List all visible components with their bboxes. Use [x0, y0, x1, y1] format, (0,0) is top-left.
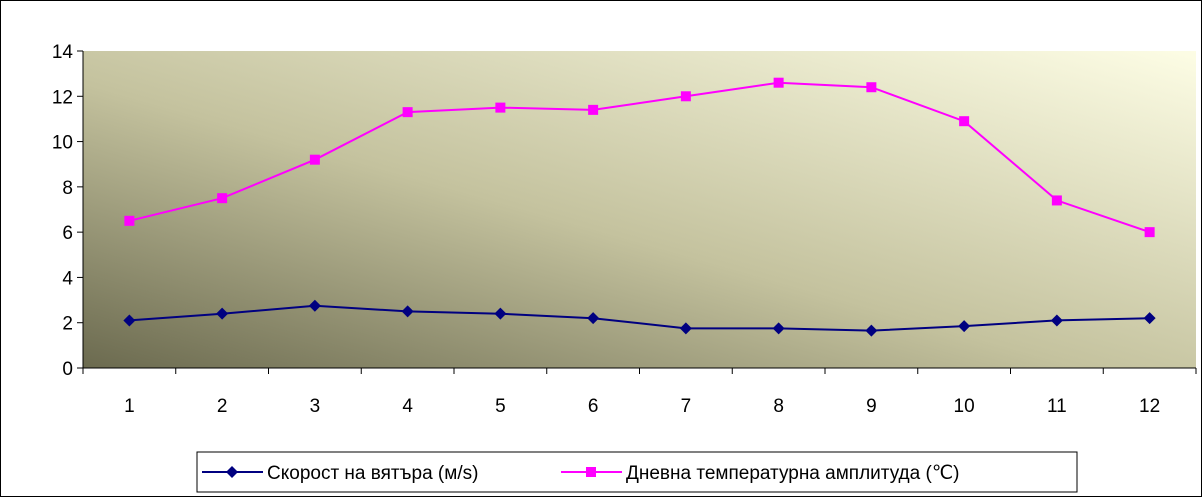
data-point-square [1051, 195, 1062, 206]
series-layer [123, 77, 1156, 337]
data-point-square [959, 116, 970, 127]
data-point-square [773, 77, 784, 88]
legend-label-temp: Дневна температурна амплитуда (℃) [626, 463, 959, 484]
series-wind-speed [123, 299, 1156, 337]
x-tick-label: 6 [588, 396, 599, 417]
x-tick-label: 9 [866, 396, 877, 417]
data-point-square [1144, 227, 1155, 238]
legend-label-wind: Скорост на вятъра (м/s) [267, 463, 478, 484]
data-point-diamond [865, 324, 878, 337]
data-point-square [309, 154, 320, 165]
x-tick-label: 7 [681, 396, 692, 417]
x-tick-label: 12 [1139, 396, 1160, 417]
y-tick-label: 4 [62, 268, 73, 289]
legend-temp-marker [586, 467, 596, 477]
y-tick-label: 12 [52, 87, 73, 108]
y-tick-label: 0 [62, 359, 73, 380]
data-point-diamond [679, 322, 692, 335]
y-tick-label: 8 [62, 178, 73, 199]
x-tick-label: 3 [310, 396, 321, 417]
x-tick-label: 5 [495, 396, 506, 417]
series-temperature-amplitude [124, 77, 1155, 238]
x-tick-label: 10 [954, 396, 975, 417]
data-point-square [866, 82, 877, 93]
x-tick-label: 8 [773, 396, 784, 417]
data-point-diamond [494, 307, 507, 320]
plot-area [83, 51, 1196, 368]
x-tick-label: 4 [402, 396, 413, 417]
data-point-square [124, 215, 135, 226]
data-point-diamond [401, 305, 414, 318]
data-point-diamond [1050, 314, 1063, 327]
data-point-square [217, 193, 228, 204]
legend-box [196, 451, 1078, 493]
y-tick-label: 2 [62, 314, 73, 335]
data-point-diamond [123, 314, 136, 327]
data-point-diamond [308, 299, 321, 312]
data-point-diamond [587, 312, 600, 325]
data-point-diamond [216, 307, 229, 320]
legend: Скорост на вятъра (м/s) Дневна температу… [196, 451, 1078, 493]
x-tick-label: 2 [217, 396, 228, 417]
data-point-square [495, 102, 506, 113]
x-tick-label: 11 [1047, 396, 1067, 417]
y-tick-label: 6 [62, 223, 73, 244]
series-line [129, 81, 1150, 234]
data-point-square [402, 107, 413, 118]
data-point-diamond [1143, 312, 1156, 325]
data-point-square [680, 91, 691, 102]
x-tick-label: 1 [124, 396, 135, 417]
series-line [129, 304, 1150, 332]
legend-wind-marker [226, 466, 238, 478]
y-tick-label: 14 [52, 42, 74, 63]
y-tick-label: 10 [52, 133, 73, 154]
data-point-diamond [958, 320, 971, 333]
data-point-square [588, 104, 599, 115]
data-point-diamond [772, 322, 785, 335]
